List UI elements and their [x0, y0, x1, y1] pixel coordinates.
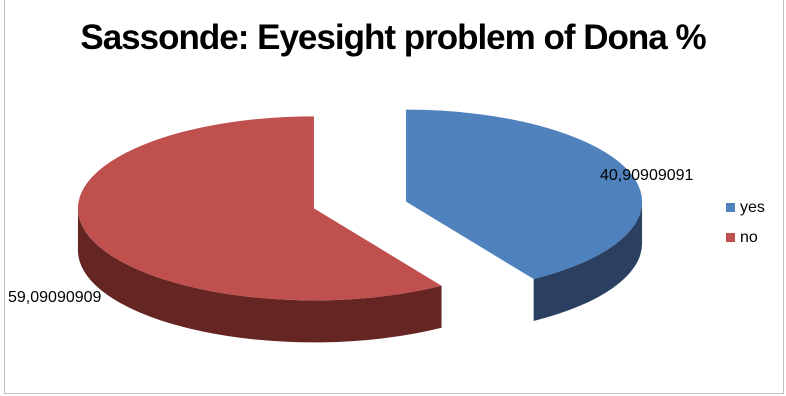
legend-swatch-no	[726, 233, 735, 242]
data-labels: 40,90909091 59,09090909	[8, 167, 694, 306]
legend-swatch-yes	[726, 203, 735, 212]
data-label-yes: 40,90909091	[600, 167, 694, 184]
pie-slices	[77, 109, 643, 343]
slice-no	[77, 116, 442, 343]
legend: yes no	[726, 199, 765, 246]
slice-side-yes	[533, 201, 643, 322]
legend-label-yes: yes	[740, 199, 765, 216]
chart-title: Sassonde: Eyesight problem of Dona %	[80, 18, 706, 57]
data-label-no: 59,09090909	[8, 289, 102, 306]
slice-top-no	[77, 116, 442, 301]
slice-top-yes	[406, 109, 643, 280]
slice-yes	[406, 109, 643, 322]
slice-side-no	[77, 208, 442, 343]
legend-label-no: no	[740, 229, 758, 246]
